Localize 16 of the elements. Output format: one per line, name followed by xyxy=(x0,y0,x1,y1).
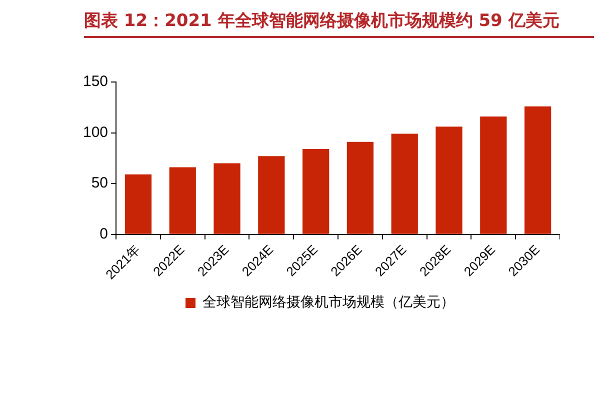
bar xyxy=(436,126,462,234)
chart-title: 图表 12：2021 年全球智能网络摄像机市场规模约 59 亿美元 xyxy=(84,8,594,38)
bar xyxy=(346,142,374,234)
bar xyxy=(524,106,552,234)
y-tick-label: 150 xyxy=(82,73,108,90)
bar xyxy=(391,134,418,234)
y-tick-label: 50 xyxy=(91,174,108,192)
bar xyxy=(480,116,507,234)
y-tick-label: 0 xyxy=(100,225,108,242)
y-tick-label: 100 xyxy=(82,124,108,141)
bar xyxy=(302,149,330,234)
bar xyxy=(258,156,285,234)
bar xyxy=(214,163,240,234)
legend-label: 全球智能网络摄像机市场规模（亿美元） xyxy=(202,294,454,311)
bar xyxy=(169,167,196,234)
bar xyxy=(124,174,152,234)
